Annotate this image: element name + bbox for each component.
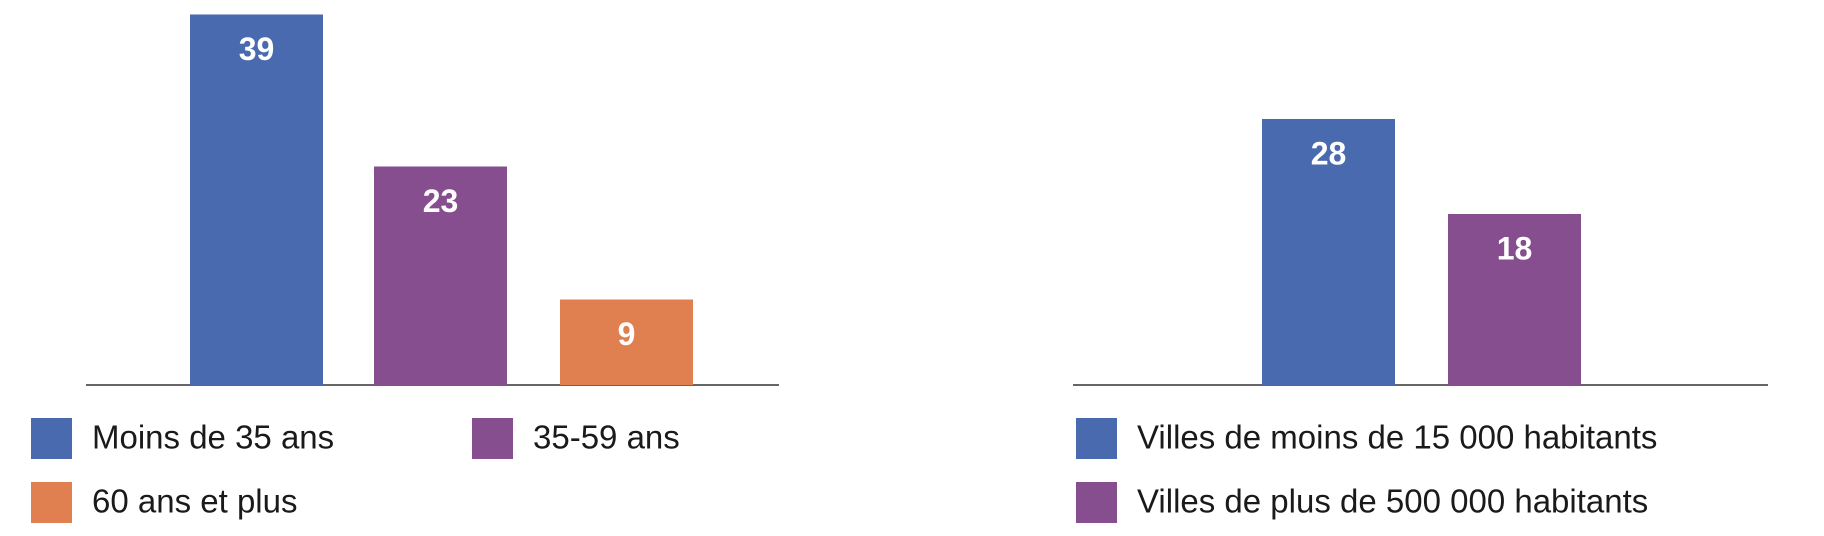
- value-label: 39: [239, 31, 275, 67]
- value-label: 23: [423, 183, 459, 219]
- legend-swatch: [472, 418, 513, 459]
- bar: [560, 299, 693, 385]
- value-label: 18: [1497, 230, 1533, 266]
- legend-swatch: [1076, 418, 1117, 459]
- legend-label: 60 ans et plus: [92, 483, 297, 520]
- legend-swatch: [31, 418, 72, 459]
- legend-swatch: [1076, 482, 1117, 523]
- bar: [1448, 214, 1581, 385]
- legend-label: 35-59 ans: [533, 419, 680, 456]
- legend-swatch: [31, 482, 72, 523]
- legend-label: Villes de moins de 15 000 habitants: [1137, 419, 1657, 456]
- value-label: 28: [1311, 135, 1347, 171]
- bar: [1262, 119, 1395, 385]
- bar: [190, 14, 323, 385]
- value-label: 9: [618, 316, 636, 352]
- legend-label: Villes de plus de 500 000 habitants: [1137, 483, 1648, 520]
- legend-label: Moins de 35 ans: [92, 419, 334, 456]
- bar: [374, 166, 507, 385]
